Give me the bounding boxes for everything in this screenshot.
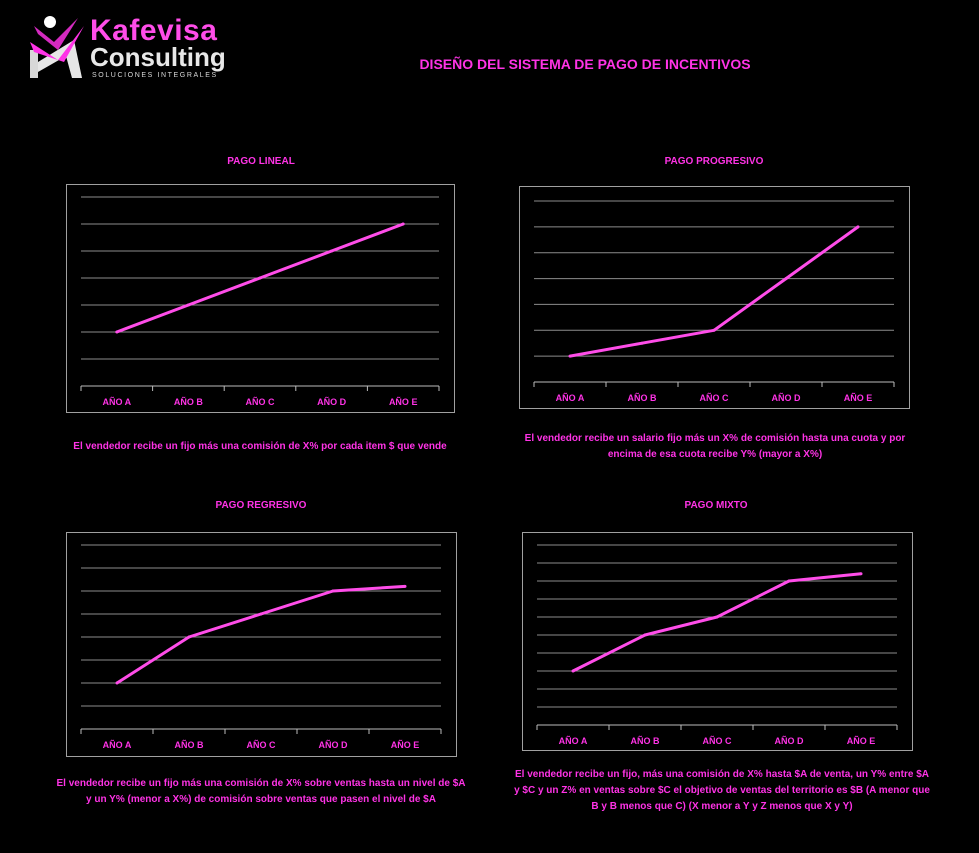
x-tick-label: AÑO A (102, 397, 131, 407)
chart-svg: AÑO A AÑO B AÑO C AÑO D AÑO E (80, 544, 442, 750)
brand-tagline: SOLUCIONES INTEGRALES (92, 72, 218, 79)
chart-title-regresivo: PAGO REGRESIVO (215, 500, 307, 511)
x-tick-label: AÑO C (700, 393, 730, 403)
x-tick-label: AÑO D (317, 397, 347, 407)
data-point (856, 225, 860, 229)
x-tick-label: AÑO D (319, 740, 349, 750)
x-tick-label: AÑO B (631, 736, 661, 746)
data-point (186, 303, 190, 307)
data-point (784, 277, 788, 281)
data-point (571, 669, 575, 673)
x-tick-label: AÑO E (391, 740, 420, 750)
chart-progresivo: AÑO A AÑO B AÑO C AÑO D AÑO E (519, 186, 910, 409)
data-point (401, 222, 405, 226)
x-tick-label: AÑO C (703, 736, 733, 746)
x-tick-label: AÑO D (775, 736, 805, 746)
chart-svg: AÑO A AÑO B AÑO C AÑO D AÑO E (80, 196, 440, 407)
x-tick-label: AÑO E (389, 397, 418, 407)
series-line (569, 225, 859, 358)
data-point (787, 579, 791, 583)
data-point (330, 249, 334, 253)
description-regresivo: El vendedor recibe un fijo más una comis… (56, 778, 466, 805)
data-point (643, 633, 647, 637)
chart-title-progresivo: PAGO PROGRESIVO (664, 156, 764, 167)
data-point (258, 276, 262, 280)
chart-svg: AÑO A AÑO B AÑO C AÑO D AÑO E (536, 544, 898, 746)
description-mixto: El vendedor recibe un fijo, más una comi… (514, 769, 930, 812)
data-point (115, 330, 119, 334)
x-tick-label: AÑO E (844, 393, 873, 403)
chart-title-mixto: PAGO MIXTO (684, 500, 748, 511)
brand-name-top: Kafevisa (90, 14, 218, 47)
page-title: DISEÑO DEL SISTEMA DE PAGO DE INCENTIVOS (419, 56, 751, 72)
data-point (712, 328, 716, 332)
x-tick-label: AÑO C (247, 740, 277, 750)
series-line (116, 584, 406, 685)
brand-name-bottom: Consulting (90, 42, 226, 72)
description-progresivo: El vendedor recibe un salario fijo más u… (524, 433, 906, 460)
chart-svg: AÑO A AÑO B AÑO C AÑO D AÑO E (533, 200, 895, 403)
x-tick-label: AÑO B (175, 740, 205, 750)
x-tick-label: AÑO B (628, 393, 658, 403)
x-tick-label: AÑO A (559, 736, 588, 746)
data-point (403, 584, 407, 588)
data-point (715, 615, 719, 619)
x-tick-label: AÑO D (772, 393, 802, 403)
logo-mark-icon (30, 16, 84, 78)
data-point (115, 681, 119, 685)
data-point (331, 589, 335, 593)
chart-lineal: AÑO A AÑO B AÑO C AÑO D AÑO E (66, 184, 455, 413)
data-point (640, 341, 644, 345)
data-point (568, 354, 572, 358)
x-tick-label: AÑO A (556, 393, 585, 403)
company-logo: Kafevisa Consulting SOLUCIONES INTEGRALE… (28, 12, 228, 82)
chart-mixto: AÑO A AÑO B AÑO C AÑO D AÑO E (522, 532, 913, 751)
x-tick-label: AÑO B (174, 397, 204, 407)
description-lineal: El vendedor recibe un fijo más una comis… (73, 441, 447, 452)
data-point (859, 572, 863, 576)
chart-regresivo: AÑO A AÑO B AÑO C AÑO D AÑO E (66, 532, 457, 757)
data-point (187, 635, 191, 639)
x-tick-label: AÑO A (103, 740, 132, 750)
chart-title-lineal: PAGO LINEAL (227, 156, 295, 167)
series-line (572, 572, 862, 673)
x-tick-label: AÑO C (246, 397, 276, 407)
x-tick-label: AÑO E (847, 736, 876, 746)
data-point (259, 612, 263, 616)
